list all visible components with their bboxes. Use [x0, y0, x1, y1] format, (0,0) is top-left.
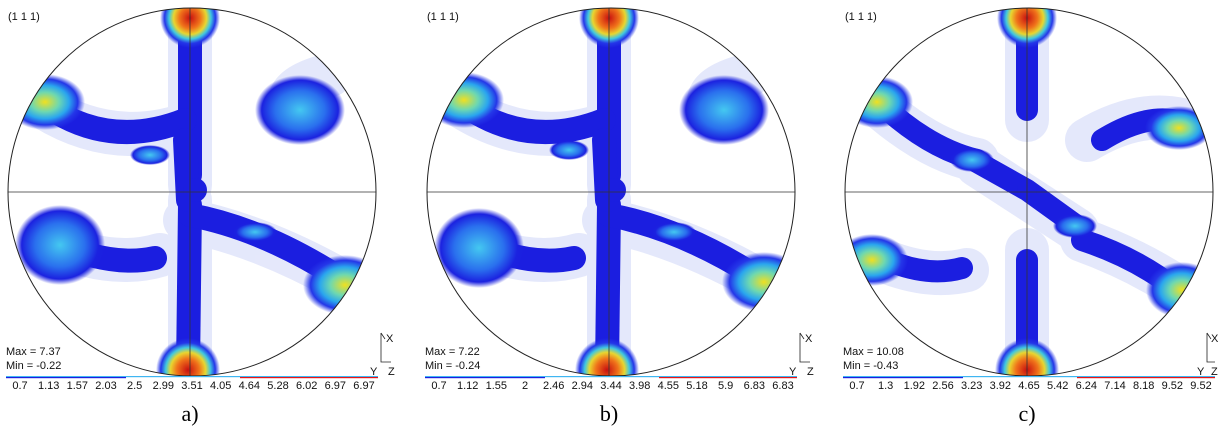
axes-triad	[1206, 332, 1215, 363]
color-scale-tick: 2.56	[932, 380, 954, 392]
color-scale-tick: 6.97	[324, 380, 347, 392]
z-axis-label: Z	[388, 366, 395, 378]
pole-figure-plot	[6, 7, 391, 379]
axes-triad	[380, 332, 391, 363]
pole-figure-b: (1 1 1) Max = 7.22 Min = -0.24 X Y Z 0.7…	[419, 0, 819, 434]
texture-contours	[8, 8, 376, 376]
max-value: Max = 7.22	[425, 346, 480, 358]
pole-figure-plot	[425, 7, 810, 379]
color-scale-tick: 3.98	[628, 380, 651, 392]
color-scale-tick: 4.55	[657, 380, 680, 392]
pole-figure-c: (1 1 1) Max = 10.08 Min = -0.43 X Y Z 0.…	[837, 0, 1220, 434]
color-scale-tick: 7.14	[1104, 380, 1126, 392]
x-axis-label: X	[386, 333, 394, 345]
color-scale-tick: 1.12	[456, 380, 479, 392]
color-scale-bar	[425, 376, 797, 379]
color-scale-tick: 9.52	[1190, 380, 1212, 392]
color-scale-tick: 3.51	[181, 380, 203, 392]
color-scale-tick: 6.02	[295, 380, 318, 392]
min-value: Min = -0.24	[425, 360, 481, 372]
max-value: Max = 7.37	[6, 346, 61, 358]
color-scale-tick: 2.46	[542, 380, 565, 392]
min-value: Min = -0.43	[843, 360, 899, 372]
color-scale-tick: 5.18	[686, 380, 708, 392]
color-scale-bar	[6, 376, 378, 379]
x-axis-label: X	[805, 333, 813, 345]
color-scale-tick: 1.13	[37, 380, 60, 392]
color-scale-ticks: 0.7 1.3 1.92 2.56 3.23 3.92 4.65 5.42 6.24 7.14 8.…	[843, 380, 1215, 394]
color-scale-tick: 6.97	[353, 380, 375, 392]
y-axis-label: Y	[789, 366, 797, 378]
color-scale-tick: 1.3	[878, 380, 894, 392]
color-scale-tick: 5.28	[267, 380, 289, 392]
color-scale-tick: 0.7	[849, 380, 865, 392]
z-axis-label: Z	[807, 366, 814, 378]
color-scale-tick: 5.42	[1046, 380, 1069, 392]
figure-caption: b)	[599, 401, 619, 426]
plane-label: (1 1 1)	[845, 11, 877, 23]
color-scale-tick: 4.64	[238, 380, 261, 392]
color-scale-tick: 9.52	[1161, 380, 1184, 392]
axes-triad	[799, 332, 810, 363]
y-axis-label: Y	[1197, 366, 1205, 378]
min-value: Min = -0.22	[6, 360, 62, 372]
color-scale-tick: 6.83	[743, 380, 766, 392]
color-scale-tick: 3.23	[960, 380, 983, 392]
color-scale-tick: 0.7	[12, 380, 28, 392]
color-scale-bar	[843, 376, 1215, 379]
color-scale-tick: 2.03	[95, 380, 117, 392]
color-scale-tick: 1.92	[903, 380, 926, 392]
color-scale-tick: 6.83	[772, 380, 794, 392]
y-axis-label: Y	[370, 366, 378, 378]
plane-label: (1 1 1)	[8, 11, 40, 23]
pole-figure-plot	[843, 7, 1215, 379]
figure-caption: c)	[1018, 401, 1036, 426]
color-scale-tick: 4.65	[1018, 380, 1040, 392]
color-scale-tick: 1.57	[66, 380, 89, 392]
pole-figure-a: (1 1 1) Max = 7.37 Min = -0.22 X Y Z 0.7…	[0, 0, 400, 434]
color-scale-tick: 2	[521, 380, 529, 392]
plane-label: (1 1 1)	[427, 11, 459, 23]
color-scale-tick: 3.92	[989, 380, 1012, 392]
color-scale-tick: 6.24	[1075, 380, 1098, 392]
color-scale-tick: 8.18	[1132, 380, 1155, 392]
color-scale-tick: 2.5	[127, 380, 143, 392]
color-scale-ticks: 0.7 1.12 1.55 2 2.46 2.94 3.44 3.98 4.55 5.18 5.9 6…	[425, 380, 797, 394]
color-scale-tick: 0.7	[431, 380, 447, 392]
figure-caption: a)	[181, 401, 199, 426]
color-scale-tick: 5.9	[718, 380, 734, 392]
color-scale-tick: 4.05	[209, 380, 232, 392]
texture-contours	[845, 8, 1213, 376]
color-scale-tick: 2.94	[571, 380, 594, 392]
max-value: Max = 10.08	[843, 346, 904, 358]
z-axis-label: Z	[1211, 366, 1218, 378]
color-scale-ticks: 0.7 1.13 1.57 2.03 2.5 2.99 3.51 4.05 4.64 5.28 6.…	[6, 380, 378, 394]
color-scale-tick: 1.55	[485, 380, 508, 392]
x-axis-label: X	[1211, 333, 1219, 345]
texture-contours	[427, 8, 795, 376]
color-scale-tick: 2.99	[152, 380, 175, 392]
color-scale-tick: 3.44	[600, 380, 622, 392]
